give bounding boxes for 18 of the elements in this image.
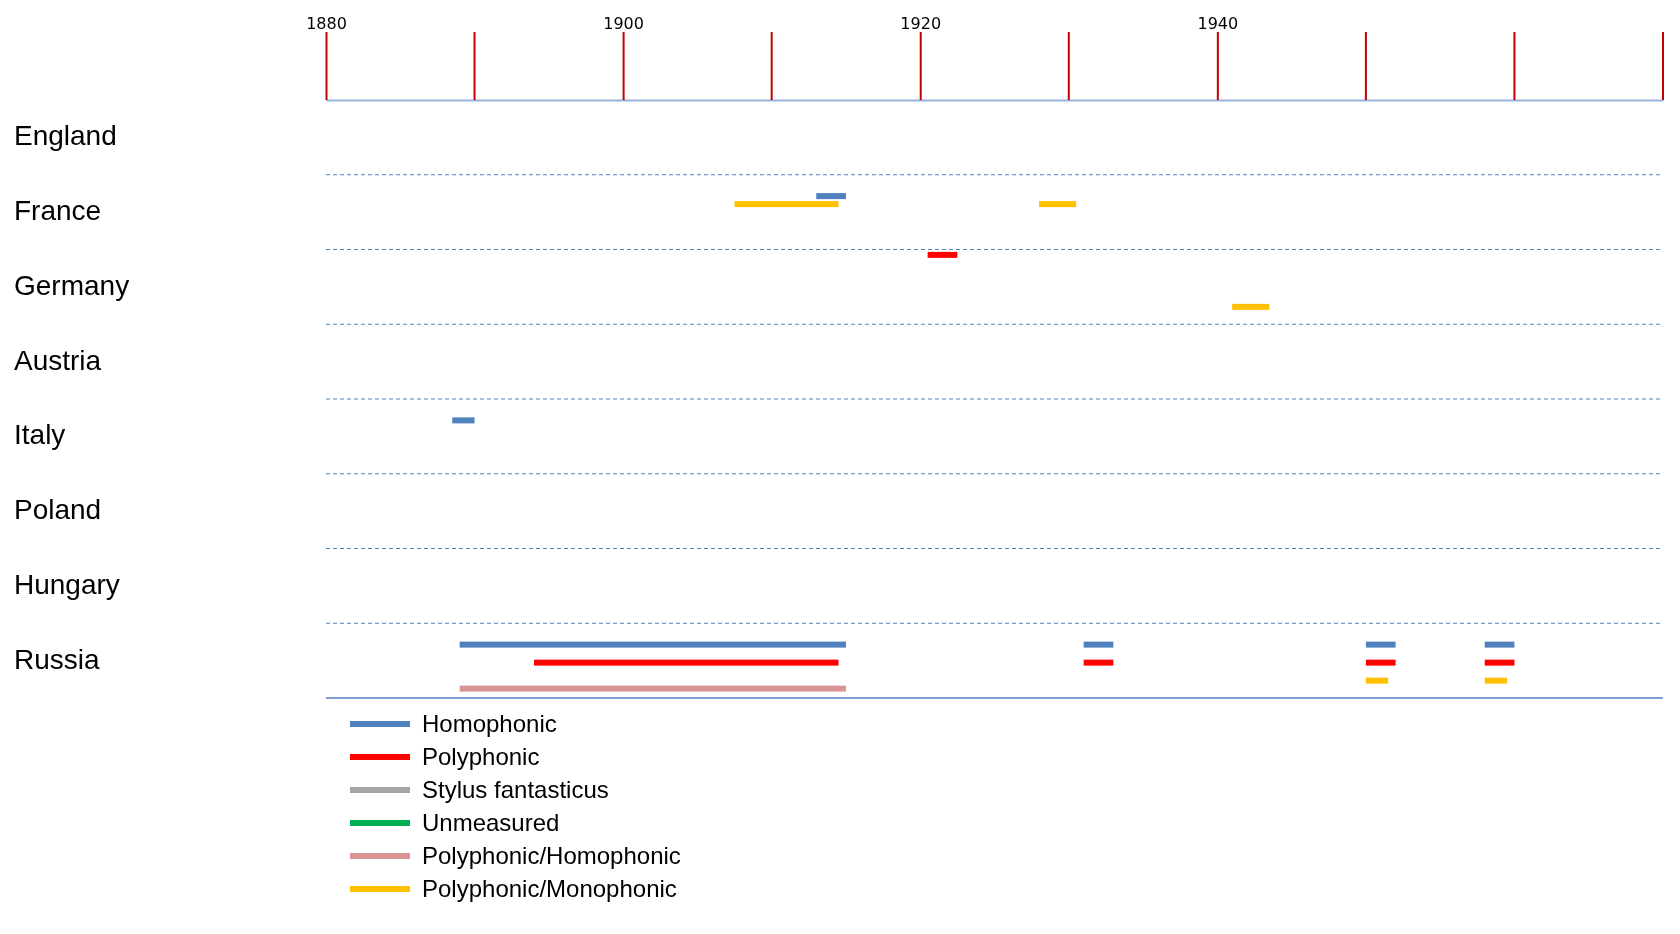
y-tick-label: France <box>14 195 102 227</box>
y-tick-label: Russia <box>14 643 101 675</box>
y-tick-label: Italy <box>14 419 66 451</box>
legend-label: Polyphonic/Homophonic <box>422 842 681 869</box>
y-tick-label: England <box>14 120 117 152</box>
legend-label: Stylus fantasticus <box>422 776 609 803</box>
legend-label: Polyphonic <box>422 743 540 770</box>
y-tick-label: Hungary <box>14 568 120 600</box>
y-tick-label: Poland <box>14 494 102 526</box>
x-tick-label: 1880 <box>306 14 347 33</box>
y-tick-label: Germany <box>14 269 130 301</box>
legend-label: Polyphonic/Monophonic <box>422 875 677 902</box>
legend-label: Unmeasured <box>422 809 560 836</box>
y-tick-label: Austria <box>14 344 102 376</box>
x-tick-label: 1900 <box>603 14 644 33</box>
legend-label: Homophonic <box>422 710 557 737</box>
x-tick-label: 1940 <box>1197 14 1239 33</box>
x-tick-label: 1920 <box>900 14 942 33</box>
